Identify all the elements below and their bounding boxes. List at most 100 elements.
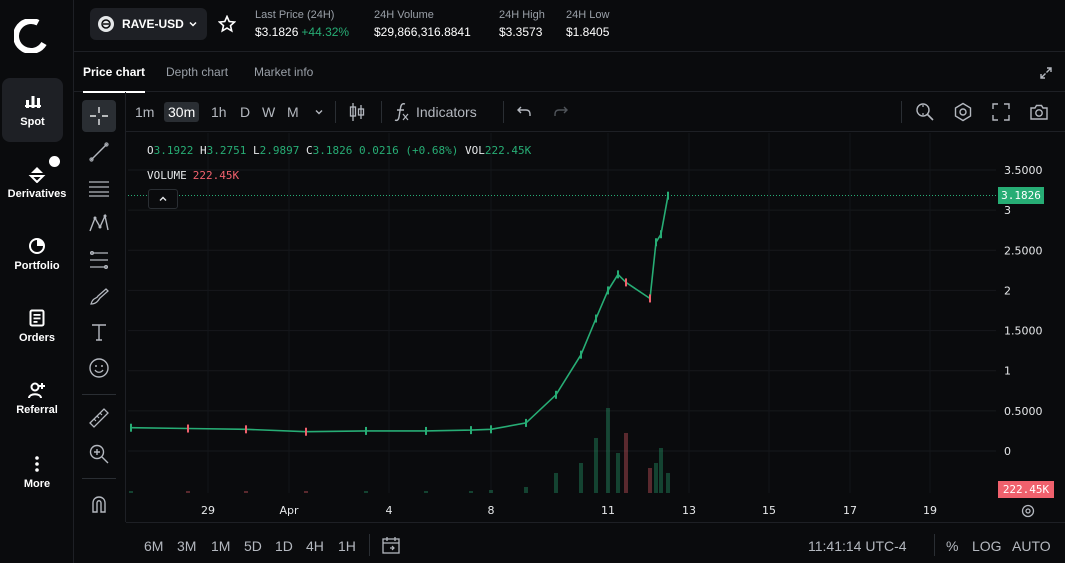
stat-low: 24H Low $1.8405 bbox=[566, 9, 609, 39]
sidebar-item-label: Spot bbox=[20, 116, 45, 128]
star-icon[interactable] bbox=[218, 15, 236, 33]
text-tool[interactable] bbox=[82, 316, 116, 348]
zoom-in-icon bbox=[89, 444, 109, 464]
collapse-legend-button[interactable] bbox=[148, 189, 178, 209]
price-chart[interactable]: 3.5000 3 2.5000 2 1.5000 1 0.5000 0 29 Apr 4 8 11 13… bbox=[126, 133, 1065, 522]
emoji-icon bbox=[89, 358, 109, 378]
price-point bbox=[625, 278, 627, 287]
chart-toolbar: 1m 30m 1h D W M Indicators bbox=[126, 92, 1065, 132]
interval-30m[interactable]: 30m bbox=[164, 102, 200, 122]
open-value: 3.1922 bbox=[153, 144, 194, 157]
sidebar-item-spot[interactable]: Spot bbox=[2, 78, 63, 142]
fullscreen-button[interactable] bbox=[990, 101, 1012, 123]
toolbar-divider bbox=[934, 534, 935, 556]
volume-bar bbox=[659, 448, 663, 493]
vol-label: VOL bbox=[464, 144, 485, 157]
brush-tool[interactable] bbox=[82, 280, 116, 312]
range-1d[interactable]: 1D bbox=[275, 538, 293, 554]
redo-button[interactable] bbox=[550, 101, 572, 123]
range-1m[interactable]: 1M bbox=[211, 538, 231, 554]
interval-d[interactable]: D bbox=[240, 104, 251, 120]
stat-value: $3.1826 bbox=[255, 25, 299, 39]
chart-type-button[interactable] bbox=[346, 101, 368, 123]
volume-legend: VOLUME 222.45K bbox=[147, 169, 239, 182]
low-label: L bbox=[253, 144, 260, 157]
notification-dot bbox=[49, 156, 60, 167]
interval-w[interactable]: W bbox=[262, 104, 276, 120]
sidebar-item-more[interactable]: More bbox=[0, 440, 74, 504]
sidebar-item-referral[interactable]: Referral bbox=[0, 366, 74, 430]
pattern-icon bbox=[89, 213, 109, 232]
zoom-tool[interactable] bbox=[82, 438, 116, 470]
fib-tool[interactable] bbox=[82, 244, 116, 276]
volume-bar bbox=[424, 491, 428, 493]
range-6m[interactable]: 6M bbox=[144, 538, 164, 554]
screenshot-button[interactable] bbox=[1028, 101, 1050, 123]
volume-bar bbox=[624, 433, 628, 493]
range-3m[interactable]: 3M bbox=[177, 538, 197, 554]
x-tick-label: 11 bbox=[601, 504, 615, 517]
goto-date-button[interactable] bbox=[380, 534, 402, 556]
volume-bar bbox=[244, 491, 248, 493]
price-change: +44.32% bbox=[301, 25, 350, 39]
redo-icon bbox=[554, 106, 568, 116]
range-4h[interactable]: 4H bbox=[306, 538, 324, 554]
undo-button[interactable] bbox=[513, 101, 535, 123]
axis-settings-icon[interactable] bbox=[1020, 503, 1036, 519]
stat-value: $3.3573 bbox=[499, 25, 543, 39]
interval-1m[interactable]: 1m bbox=[135, 104, 155, 120]
x-tick-label: 17 bbox=[843, 504, 857, 517]
sidebar-item-orders[interactable]: Orders bbox=[0, 294, 74, 358]
trend-line-tool[interactable] bbox=[82, 136, 116, 168]
auto-toggle[interactable]: AUTO bbox=[1012, 538, 1051, 554]
crosshair-tool[interactable] bbox=[82, 100, 116, 132]
toolbar-divider bbox=[335, 101, 336, 123]
header: RAVE-USD Last Price (24H) $3.1826 +44.32%… bbox=[74, 0, 1065, 52]
fullscreen-icon bbox=[992, 103, 1010, 121]
vol-value: 222.45K bbox=[484, 144, 532, 157]
horizontal-lines-tool[interactable] bbox=[82, 172, 116, 204]
x-tick-label: 19 bbox=[923, 504, 937, 517]
price-point bbox=[617, 270, 619, 279]
trend-line-icon bbox=[89, 142, 109, 162]
volume-bar bbox=[129, 491, 133, 493]
magnet-tool[interactable] bbox=[82, 488, 116, 520]
interval-1h[interactable]: 1h bbox=[211, 104, 227, 120]
emoji-tool[interactable] bbox=[82, 352, 116, 384]
sidebar-item-label: Orders bbox=[18, 332, 56, 344]
derivatives-icon bbox=[27, 164, 47, 184]
price-point bbox=[580, 350, 582, 359]
interval-dropdown[interactable] bbox=[308, 101, 330, 123]
interval-m[interactable]: M bbox=[287, 104, 299, 120]
camera-icon bbox=[1030, 104, 1048, 120]
y-tick-label: 2.5000 bbox=[1004, 244, 1043, 257]
log-toggle[interactable]: LOG bbox=[972, 538, 1002, 554]
volume-bar bbox=[616, 453, 620, 493]
candlestick-icon bbox=[349, 103, 365, 121]
brush-icon bbox=[90, 288, 109, 305]
volume-bar bbox=[469, 491, 473, 493]
pair-selector[interactable]: RAVE-USD bbox=[90, 8, 207, 40]
coinbase-logo[interactable] bbox=[14, 19, 48, 53]
sidebar-item-derivatives[interactable]: Derivatives bbox=[0, 150, 74, 214]
expand-icon[interactable] bbox=[1039, 66, 1053, 80]
range-1h[interactable]: 1H bbox=[338, 538, 356, 554]
chart-canvas[interactable]: 3.5000 3 2.5000 2 1.5000 1 0.5000 0 29 Apr 4 8 11 13… bbox=[126, 133, 1065, 522]
volume-bar bbox=[554, 473, 558, 493]
range-5d[interactable]: 5D bbox=[244, 538, 262, 554]
indicators-button[interactable]: Indicators bbox=[394, 102, 477, 122]
ruler-tool[interactable] bbox=[82, 402, 116, 434]
clock[interactable]: 11:41:14 UTC-4 bbox=[808, 538, 907, 554]
ruler-icon bbox=[89, 408, 109, 428]
tab-depth-chart[interactable]: Depth chart bbox=[166, 65, 229, 79]
quick-search-button[interactable] bbox=[914, 101, 936, 123]
stat-value: $1.8405 bbox=[566, 25, 610, 39]
volume-value: 222.45K bbox=[192, 169, 240, 182]
tab-market-info[interactable]: Market info bbox=[254, 65, 314, 79]
percent-toggle[interactable]: % bbox=[946, 538, 959, 554]
chart-settings-button[interactable] bbox=[952, 101, 974, 123]
sidebar-item-portfolio[interactable]: Portfolio bbox=[0, 222, 74, 286]
volume-bar bbox=[606, 408, 610, 493]
tab-price-chart[interactable]: Price chart bbox=[83, 65, 146, 93]
pattern-tool[interactable] bbox=[82, 208, 116, 240]
